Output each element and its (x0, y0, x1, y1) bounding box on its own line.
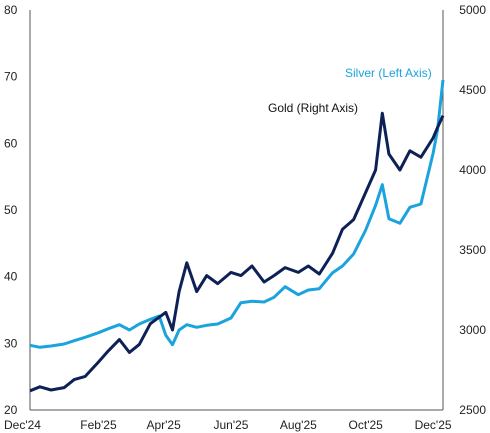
x-tick-label: Oct'25 (349, 418, 384, 432)
x-tick-label: Aug'25 (280, 418, 317, 432)
x-axis-ticks: Dec'24 Feb'25 Apr'25 Jun'25 Aug'25 Oct'25 Dec'… (4, 418, 452, 432)
x-tick-label: Feb'25 (80, 418, 117, 432)
x-tick-label: Dec'24 (4, 418, 41, 432)
silver-series-label: Silver (Left Axis) (345, 66, 432, 80)
left-tick-label: 20 (4, 403, 18, 417)
right-tick-label: 2500 (459, 403, 486, 417)
left-tick-label: 80 (4, 3, 18, 17)
series-lines (29, 79, 445, 393)
left-tick-label: 50 (4, 203, 18, 217)
right-axis-ticks: 2500 3000 3500 4000 4500 5000 (459, 3, 486, 417)
right-tick-label: 4000 (459, 163, 486, 177)
left-tick-label: 40 (4, 270, 18, 284)
gold-series-label: Gold (Right Axis) (268, 101, 358, 115)
left-tick-label: 30 (4, 336, 18, 350)
right-tick-label: 5000 (459, 3, 486, 17)
silver-line (29, 79, 445, 349)
plot-frame (29, 10, 444, 411)
gold-line (29, 111, 445, 393)
right-tick-label: 4500 (459, 83, 486, 97)
left-tick-label: 60 (4, 136, 18, 150)
x-tick-label: Jun'25 (213, 418, 248, 432)
x-tick-label: Apr'25 (146, 418, 181, 432)
right-tick-label: 3500 (459, 243, 486, 257)
x-tick-label: Dec'25 (415, 418, 452, 432)
right-tick-label: 3000 (459, 323, 486, 337)
left-tick-label: 70 (4, 70, 18, 84)
left-axis-ticks: 20 30 40 50 60 70 80 (4, 3, 18, 417)
